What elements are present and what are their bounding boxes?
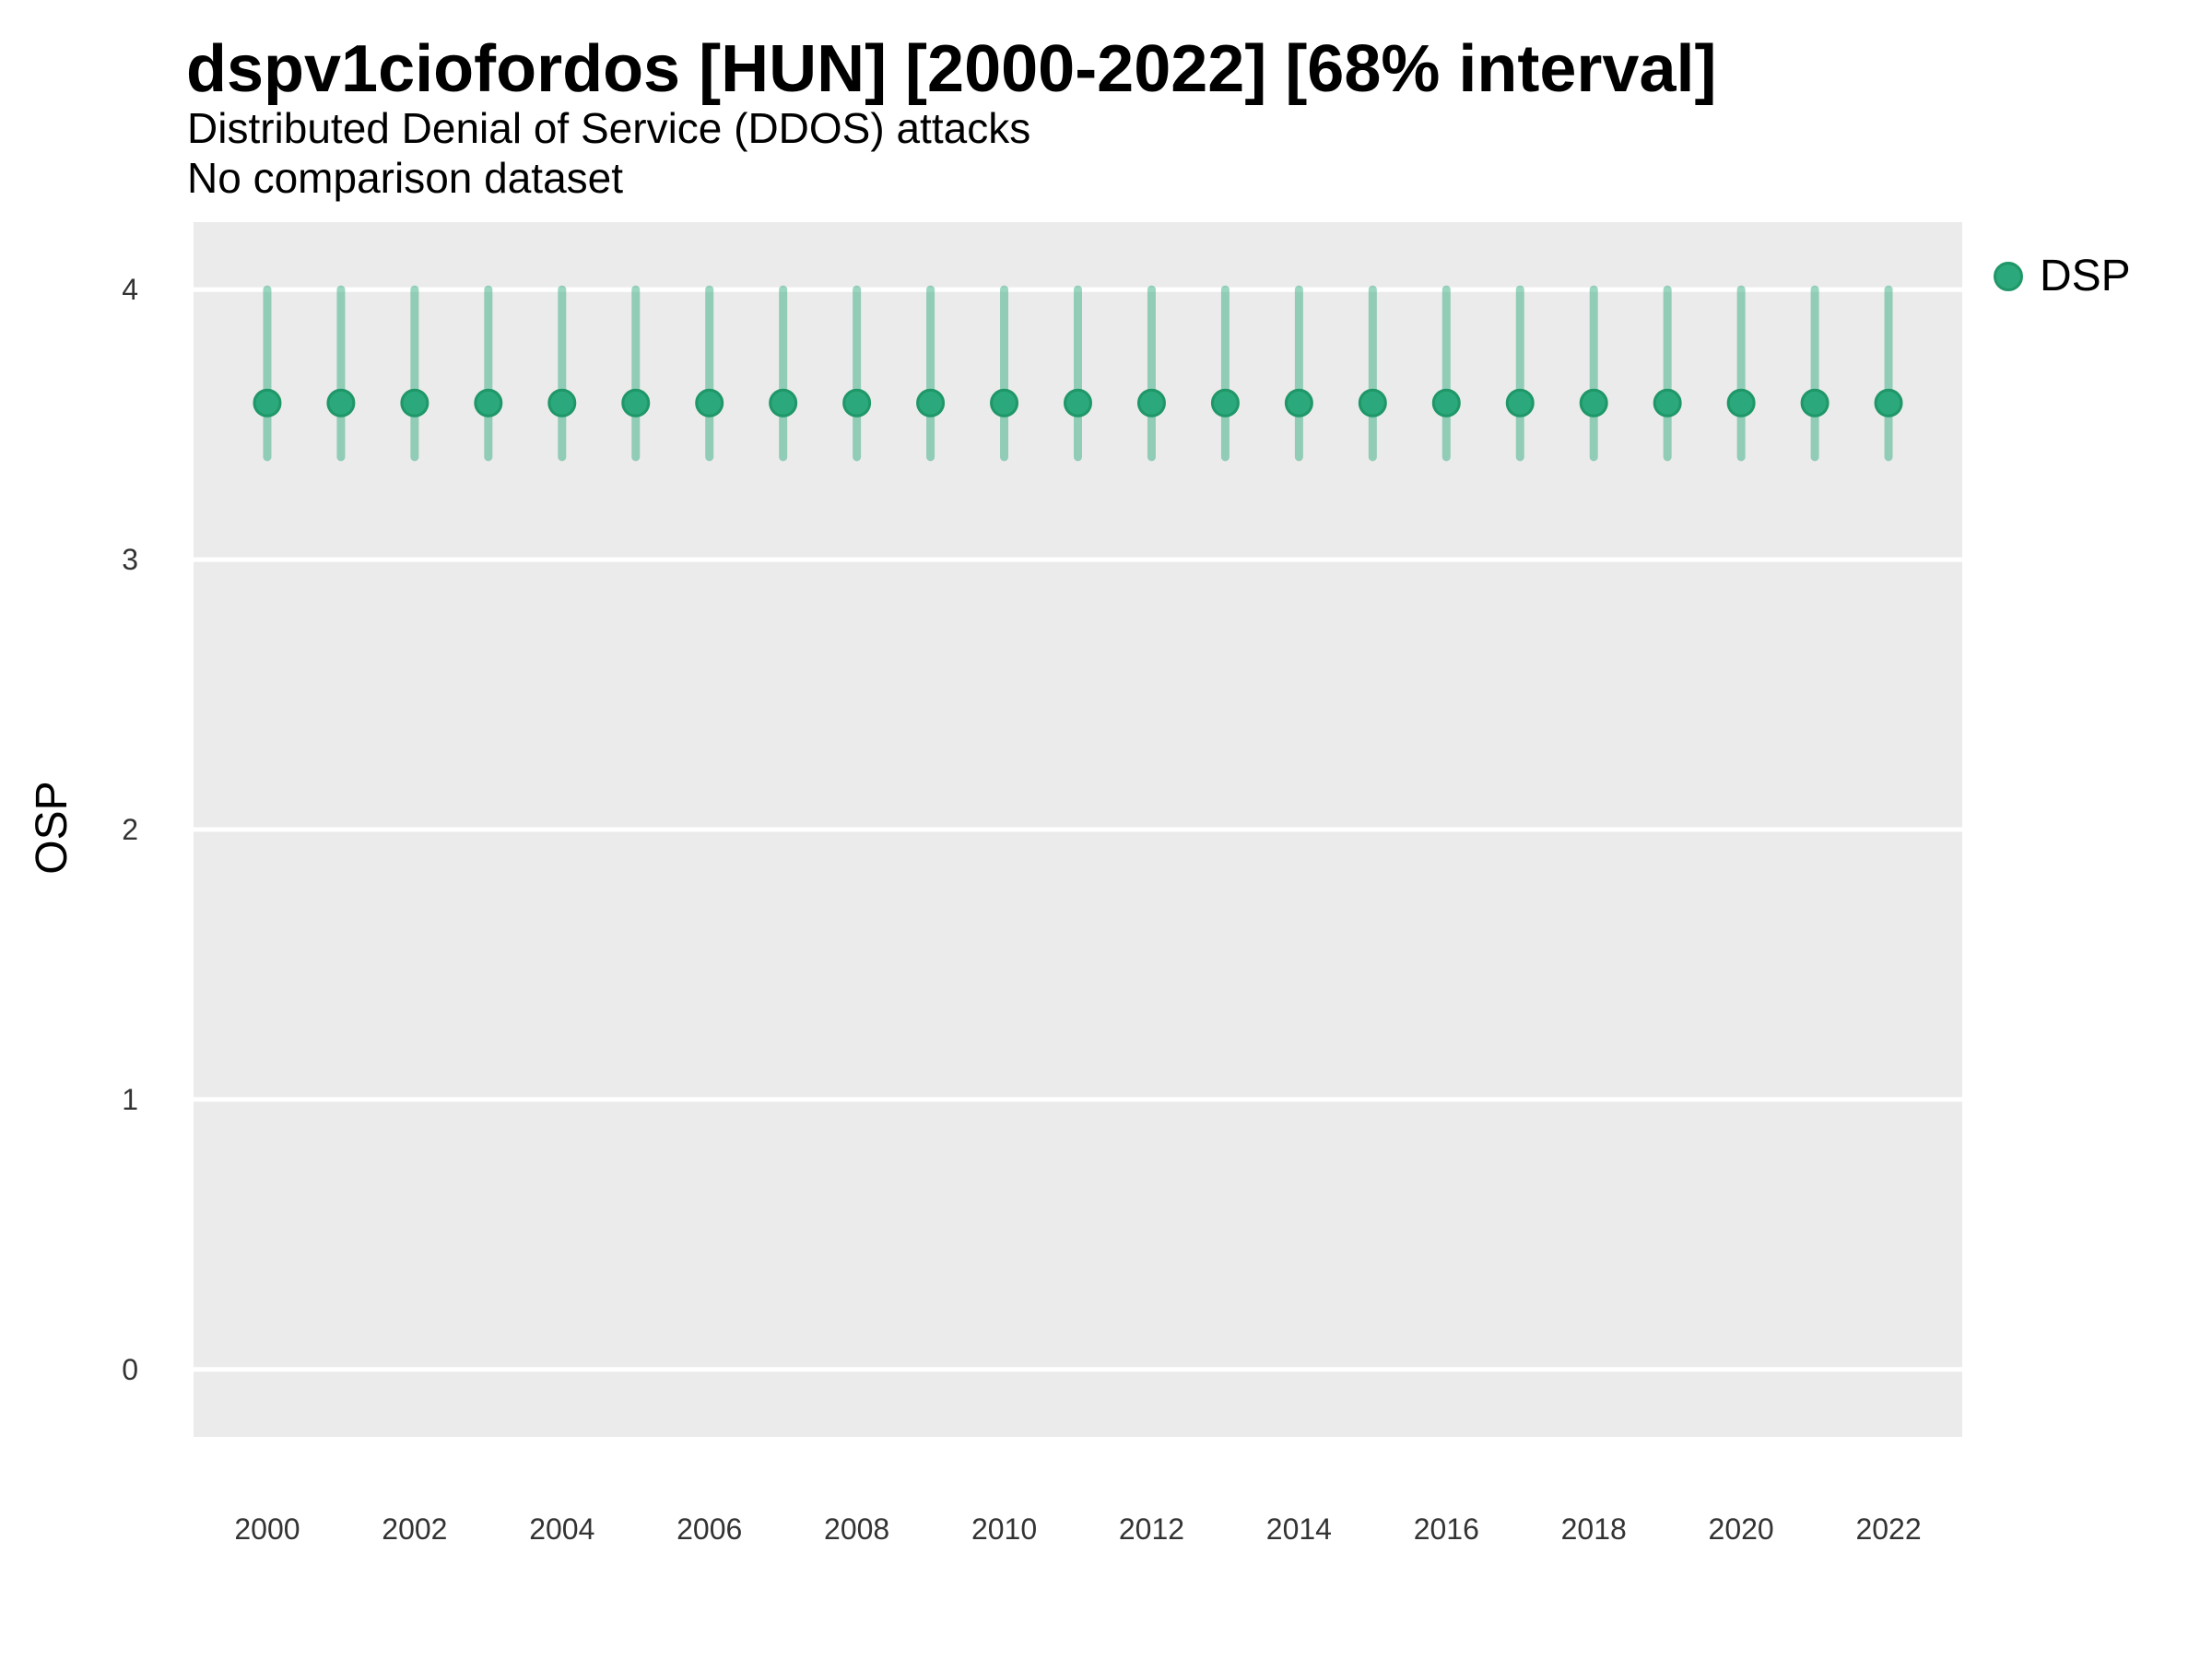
y-tick-label-4: 4 [122, 273, 138, 306]
x-tick-label-2002: 2002 [382, 1512, 447, 1546]
y-tick-label-0: 0 [122, 1353, 138, 1386]
data-point-2013 [1210, 388, 1240, 418]
chart-subtitle: Distributed Denial of Service (DDOS) att… [187, 104, 1031, 152]
x-tick-label-2020: 2020 [1709, 1512, 1774, 1546]
x-tick-label-2004: 2004 [529, 1512, 594, 1546]
x-tick-label-2014: 2014 [1266, 1512, 1332, 1546]
x-tick-label-2000: 2000 [234, 1512, 300, 1546]
y-tick-label-2: 2 [122, 813, 138, 846]
data-point-2009 [916, 388, 946, 418]
data-point-2019 [1653, 388, 1682, 418]
data-point-2003 [474, 388, 503, 418]
data-point-2010 [990, 388, 1019, 418]
legend-marker-dsp-icon [1994, 262, 2023, 291]
data-point-2021 [1800, 388, 1830, 418]
x-tick-label-2012: 2012 [1119, 1512, 1184, 1546]
y-tick-label-1: 1 [122, 1083, 138, 1116]
chart-title: dspv1ciofordos [HUN] [2000-2022] [68% in… [186, 32, 1717, 106]
x-tick-label-2016: 2016 [1414, 1512, 1479, 1546]
data-point-2017 [1505, 388, 1535, 418]
data-point-2004 [547, 388, 577, 418]
data-point-2016 [1431, 388, 1461, 418]
data-point-2014 [1284, 388, 1313, 418]
data-point-2012 [1136, 388, 1166, 418]
data-point-2022 [1874, 388, 1903, 418]
data-point-2007 [769, 388, 798, 418]
data-point-2011 [1064, 388, 1092, 418]
x-tick-label-2010: 2010 [971, 1512, 1037, 1546]
x-tick-label-2022: 2022 [1855, 1512, 1921, 1546]
data-point-2005 [621, 388, 651, 418]
legend-label-dsp: DSP [2040, 252, 2131, 300]
data-point-2015 [1358, 388, 1387, 418]
x-tick-label-2006: 2006 [677, 1512, 742, 1546]
data-point-2001 [326, 388, 356, 418]
data-point-2008 [842, 388, 872, 418]
legend: DSP [1994, 252, 2131, 300]
x-tick-label-2008: 2008 [824, 1512, 889, 1546]
data-point-2018 [1579, 388, 1608, 418]
y-tick-label-3: 3 [122, 543, 138, 576]
chart-note: No comparison dataset [187, 154, 624, 202]
data-point-2000 [253, 388, 282, 418]
data-point-2020 [1726, 388, 1756, 418]
x-tick-label-2018: 2018 [1561, 1512, 1627, 1546]
data-point-2002 [400, 388, 429, 418]
data-point-2006 [695, 388, 724, 418]
